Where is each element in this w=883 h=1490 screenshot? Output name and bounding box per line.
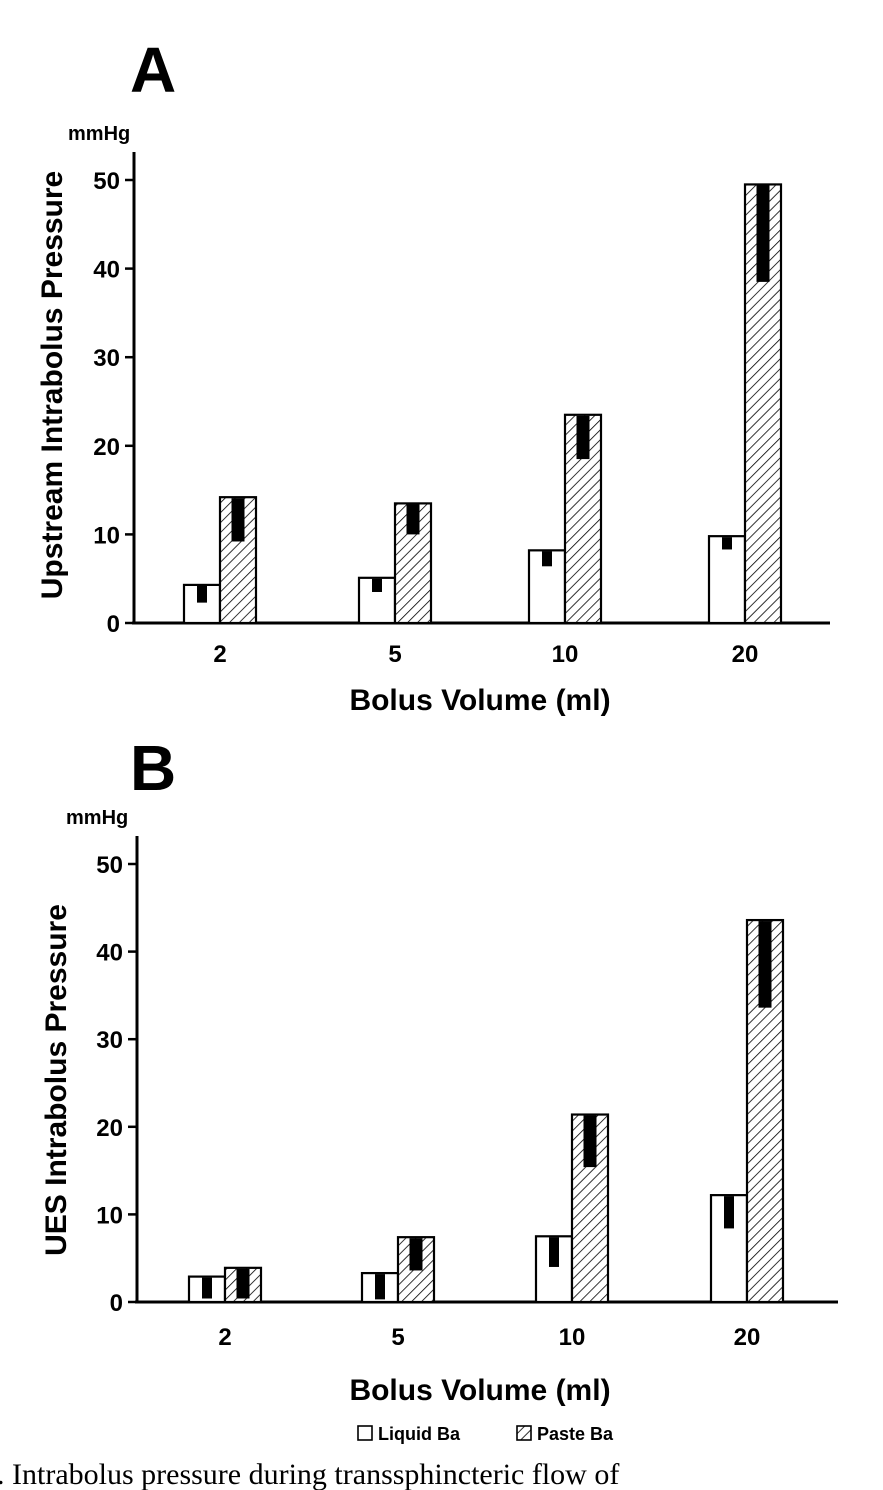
panel-b-x-axis-title: Bolus Volume (ml) <box>349 1374 610 1407</box>
panel-a-letter: A <box>130 34 176 106</box>
panel-a-x-tick-label: 2 <box>213 641 226 668</box>
panel-b-error-bar-paste-5 <box>409 1238 423 1271</box>
panel-a-x-tick-label: 20 <box>732 641 759 668</box>
panel-b-plot: 0 10 20 30 40 50 2 5 10 20 <box>96 836 838 1351</box>
panel-a-y-tick-label: 40 <box>93 257 120 284</box>
panel-a-y-tick-label: 20 <box>93 434 120 461</box>
panel-a-error-bar-liquid-20 <box>722 537 732 550</box>
panel-b-error-bar-liquid-2 <box>202 1277 212 1299</box>
panel-a-x-axis-title: Bolus Volume (ml) <box>349 684 610 717</box>
panel-b-error-bar-liquid-10 <box>549 1237 559 1267</box>
panel-a-bar-paste-5 <box>393 502 433 625</box>
panel-b-error-bar-paste-20 <box>758 921 772 1008</box>
panel-a-y-tick-label: 0 <box>107 611 120 638</box>
panel-b-y-tick-label: 50 <box>96 852 123 879</box>
panel-a-unit: mmHg <box>68 123 130 145</box>
panel-b-y-tick-label: 0 <box>110 1290 123 1317</box>
legend-liquid-swatch <box>357 1425 373 1441</box>
panel-a-y-axis-title: Upstream Intrabolus Pressure <box>36 171 69 599</box>
panel-b-x-tick-label: 20 <box>734 1324 761 1351</box>
figure-caption: 6. Intrabolus pressure during transsphin… <box>0 1458 619 1490</box>
panel-b-y-axis-title: UES Intrabolus Pressure <box>40 904 73 1256</box>
legend-liquid-label: Liquid Ba <box>378 1424 461 1444</box>
panel-a-y-tick-label: 10 <box>93 522 120 549</box>
panel-b-error-bar-paste-2 <box>236 1268 250 1299</box>
panel-a-y-tick-label: 50 <box>93 168 120 195</box>
panel-b-x-tick-label: 5 <box>391 1324 404 1351</box>
panel-a-error-bar-paste-5 <box>406 504 420 535</box>
panel-a-bar-liquid-20 <box>707 535 747 625</box>
panel-b-x-tick-label: 10 <box>559 1324 586 1351</box>
panel-b-letter: B <box>130 732 176 804</box>
panel-b-error-bar-paste-10 <box>583 1115 597 1168</box>
legend: Liquid Ba Paste Ba <box>357 1424 614 1444</box>
legend-paste-label: Paste Ba <box>537 1424 614 1444</box>
panel-b-y-tick-label: 40 <box>96 940 123 967</box>
panel-b-error-bar-liquid-20 <box>724 1196 734 1229</box>
panel-a-error-bar-liquid-2 <box>197 585 207 603</box>
panel-a-y-tick-label: 30 <box>93 345 120 372</box>
panel-a-error-bar-paste-2 <box>231 498 245 542</box>
legend-paste-swatch <box>516 1425 532 1441</box>
panel-b-x-tick-label: 2 <box>218 1324 231 1351</box>
panel-b-y-tick-label: 20 <box>96 1115 123 1142</box>
panel-a-x-tick-label: 5 <box>388 641 401 668</box>
panel-a-plot: 0 10 20 30 40 50 2 5 10 20 <box>93 152 830 668</box>
panel-b-y-tick-label: 30 <box>96 1027 123 1054</box>
panel-a-error-bar-liquid-5 <box>372 578 382 592</box>
panel-b-error-bar-liquid-5 <box>375 1274 385 1300</box>
panel-a-error-bar-paste-10 <box>576 415 590 460</box>
panel-a-error-bar-liquid-10 <box>542 551 552 567</box>
panel-a-x-tick-label: 10 <box>552 641 579 668</box>
panel-a-error-bar-paste-20 <box>756 185 770 282</box>
panel-b-unit: mmHg <box>66 807 128 829</box>
panel-b-y-tick-label: 10 <box>96 1202 123 1229</box>
